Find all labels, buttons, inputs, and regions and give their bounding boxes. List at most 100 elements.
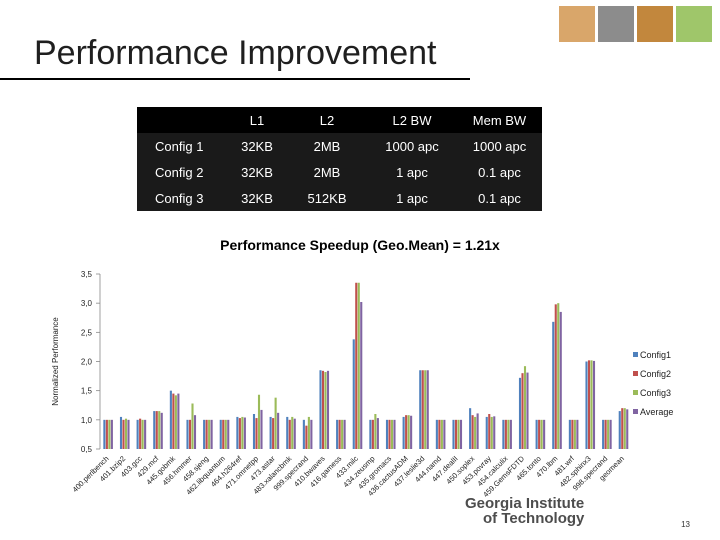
bar-config1	[169, 390, 172, 449]
table-row: Config 3 32KB 512KB 1 apc 0.1 apc	[137, 185, 542, 211]
bar-config3	[357, 282, 360, 449]
bar-average	[343, 419, 346, 449]
bar-average	[476, 413, 479, 449]
table-cell: 2MB	[287, 159, 367, 185]
bar-config1	[502, 419, 505, 449]
bar-config3	[390, 419, 394, 449]
table-row: Config 2 32KB 2MB 1 apc 0.1 apc	[137, 159, 542, 185]
bar-config1	[618, 411, 621, 449]
bar-config1	[302, 419, 305, 449]
bar-average	[160, 412, 163, 449]
bar-config2	[471, 415, 474, 449]
bar-config3	[324, 372, 327, 449]
bar-config2	[604, 419, 607, 449]
bar-average	[177, 393, 180, 449]
bar-config2	[554, 304, 557, 449]
bar-config3	[341, 419, 344, 449]
bar-config3	[374, 414, 377, 449]
bar-average	[509, 419, 512, 449]
bar-average	[609, 419, 612, 449]
bar-config2	[255, 418, 258, 449]
bar-config1	[252, 414, 256, 449]
bar-average	[227, 419, 230, 449]
bar-config1	[469, 408, 472, 449]
table-header-cell: L2	[287, 107, 367, 133]
bar-config2	[155, 411, 158, 449]
bar-config2	[238, 418, 241, 449]
bar-config1	[485, 416, 488, 449]
bar-config1	[369, 419, 372, 449]
logo-text-line2: of Technology	[483, 510, 585, 527]
bar-config1	[269, 416, 272, 449]
legend-swatch	[633, 390, 638, 395]
slide-title: Performance Improvement	[34, 34, 437, 72]
bar-average	[193, 415, 197, 449]
bar-config2	[305, 425, 308, 449]
bar-config3	[457, 419, 460, 449]
bar-config1	[602, 419, 605, 449]
config-table: L1 L2 L2 BW Mem BW Config 1 32KB 2MB 100…	[137, 107, 542, 211]
bar-config1	[203, 419, 206, 449]
bar-config1	[103, 419, 106, 449]
bar-config3	[158, 411, 161, 449]
bar-config3	[490, 416, 493, 449]
speedup-chart: 0,5 1,0 1,5 2,0 2,5 3,0 3,5 Normalized Performa…	[51, 270, 673, 499]
georgia-tech-logo: Georgia Institute of Technology	[465, 496, 615, 534]
legend-swatch	[633, 352, 638, 357]
bar-config2	[222, 419, 225, 449]
bar-config1	[419, 370, 422, 449]
table-cell: 2MB	[287, 133, 367, 159]
bar-average	[277, 412, 280, 449]
bar-average	[576, 419, 579, 449]
bar-config1	[452, 419, 455, 449]
bar-config1	[319, 370, 322, 449]
header-thumbnails	[559, 6, 712, 42]
bar-average	[243, 417, 246, 449]
y-tick-label: 2,0	[81, 358, 93, 367]
bar-config2	[538, 419, 541, 449]
bar-config3	[540, 419, 543, 449]
bar-config1	[352, 339, 355, 449]
bar-average	[626, 409, 629, 449]
bar-config3	[241, 416, 244, 449]
bar-config3	[523, 366, 527, 449]
bar-config3	[224, 419, 227, 449]
bar-config3	[607, 419, 610, 449]
bar-config1	[153, 411, 156, 449]
table-header-cell: L2 BW	[367, 107, 457, 133]
bar-config2	[321, 370, 325, 449]
table-cell: 0.1 apc	[457, 159, 542, 185]
bar-config2	[504, 419, 507, 449]
bar-config2	[355, 282, 358, 449]
bar-average	[326, 370, 330, 449]
bar-config3	[208, 419, 211, 449]
bar-average	[543, 419, 546, 449]
bar-average	[393, 419, 396, 449]
bar-average	[127, 419, 130, 449]
table-header-cell: Mem BW	[457, 107, 542, 133]
speedup-caption: Performance Speedup (Geo.Mean) = 1.21x	[220, 237, 500, 253]
thumbnail-image-4	[676, 6, 712, 42]
bar-config3	[407, 415, 410, 449]
bar-config1	[236, 416, 239, 449]
bar-config3	[257, 394, 261, 449]
bar-config2	[405, 415, 408, 449]
bar-config2	[188, 419, 192, 449]
y-tick-label: 3,0	[81, 299, 93, 308]
y-tick-label: 2,5	[81, 328, 93, 337]
bar-config1	[568, 419, 571, 449]
bar-config3	[440, 419, 443, 449]
bar-config3	[557, 303, 560, 449]
bar-config1	[535, 419, 538, 449]
bar-config3	[424, 370, 427, 449]
bar-config1	[552, 321, 555, 449]
bar-average	[360, 302, 363, 449]
legend-swatch	[633, 371, 638, 376]
bar-config1	[136, 419, 139, 449]
bar-config1	[219, 419, 222, 449]
bar-config2	[139, 418, 142, 449]
bar-config3	[291, 416, 294, 449]
thumbnail-image-3	[637, 6, 673, 42]
legend-entry: Config3	[640, 388, 671, 398]
bar-config2	[371, 419, 374, 449]
